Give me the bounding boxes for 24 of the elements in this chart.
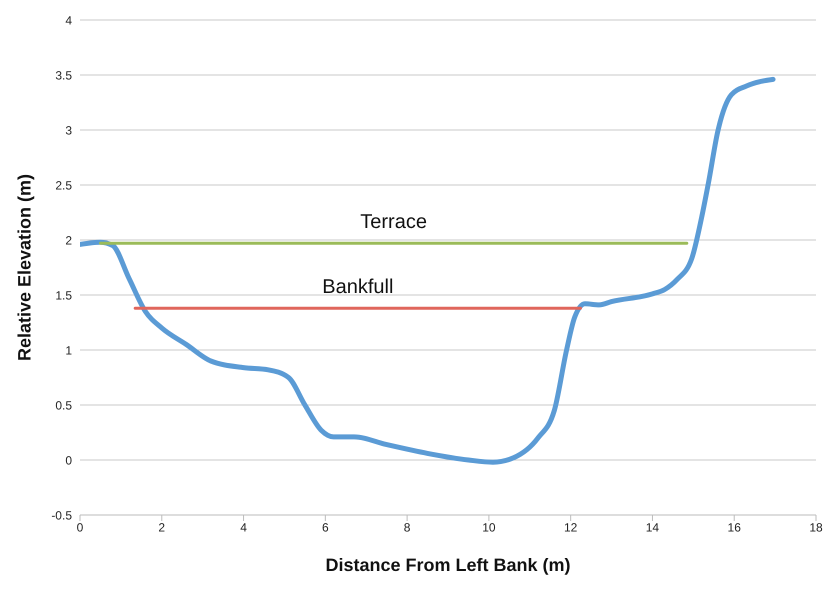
y-tick-label: 3.5: [55, 68, 72, 82]
x-tick-label: 2: [158, 520, 166, 535]
x-tick-label: 8: [404, 520, 411, 535]
x-tick-label: 4: [240, 520, 248, 535]
series-label: Terrace: [359, 211, 428, 234]
y-tick-label: 2.5: [55, 178, 72, 192]
y-tick-label: 0.5: [55, 398, 72, 412]
y-tick-label: 4: [65, 13, 72, 28]
y-tick-label: -0.5: [51, 508, 72, 522]
x-tick-label: 14: [646, 520, 660, 535]
y-axis-title: Relative Elevation (m): [14, 174, 34, 362]
x-axis-title: Distance From Left Bank (m): [325, 555, 571, 575]
y-tick-label: 2: [65, 233, 72, 248]
y-tick-label: 0: [65, 453, 72, 468]
x-tick-label: 6: [322, 520, 329, 535]
series-label: Bankfull: [321, 276, 394, 300]
y-tick-label: 1.5: [55, 288, 72, 302]
x-tick-label: 18: [809, 520, 823, 535]
x-tick-label: 0: [76, 520, 84, 535]
x-tick-label: 10: [482, 520, 496, 535]
x-tick-label: 16: [728, 520, 742, 535]
y-tick-label: 3: [65, 123, 72, 138]
x-tick-label: 12: [564, 520, 578, 535]
y-tick-label: 1: [65, 343, 72, 358]
